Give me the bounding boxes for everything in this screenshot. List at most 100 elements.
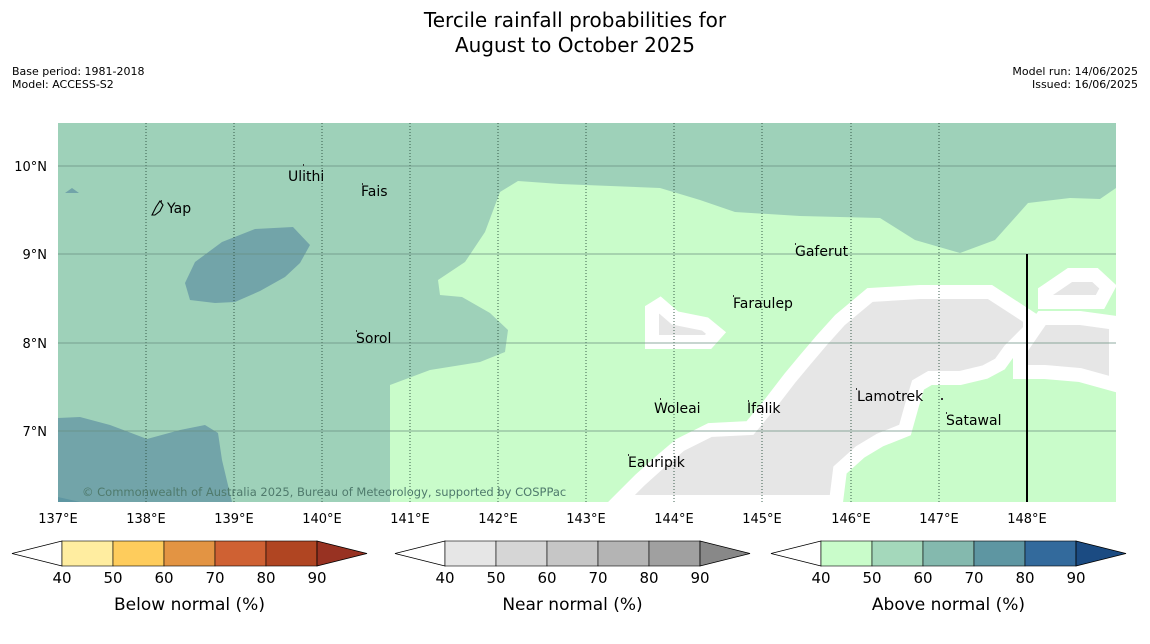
colorbar-segment: [597, 540, 650, 567]
colorbar-tick: 40: [435, 569, 454, 587]
lat-labels: 10°N 9°N 8°N 7°N: [14, 160, 47, 440]
colorbar-segment: [112, 540, 165, 567]
place-label: Faraulep: [733, 296, 793, 312]
colorbar-tick: 50: [862, 569, 881, 587]
colorbar-segment: [546, 540, 599, 567]
colorbar-segment: [871, 540, 924, 567]
colorbar-label: Near normal (%): [502, 595, 642, 615]
colorbar-tick: 60: [913, 569, 932, 587]
colorbar: 40 50 60 70 80 90 Near normal (%): [394, 540, 751, 615]
lon-label: 139°E: [214, 512, 254, 527]
lat-label: 8°N: [23, 337, 48, 352]
colorbar-extension-low: [394, 540, 446, 567]
place-label: Lamotrek: [857, 389, 924, 405]
place-dots: [161, 164, 947, 456]
colorbar-segment: [265, 540, 318, 567]
place-label: Yap: [166, 201, 191, 217]
meta-left: Base period: 1981-2018 Model: ACCESS-S2: [12, 65, 144, 91]
colorbar-tick: 60: [537, 569, 556, 587]
colorbar-segment: [922, 540, 975, 567]
lat-label: 10°N: [14, 160, 47, 175]
colorbar-extension-high: [699, 540, 751, 567]
place-label: Fais: [361, 184, 388, 200]
issued-date: Issued: 16/06/2025: [1031, 78, 1138, 91]
parallels: [58, 165, 1116, 432]
region-near-40-islet: [1038, 268, 1116, 309]
colorbar-segment: [648, 540, 701, 567]
lon-label: 145°E: [742, 512, 782, 527]
region-near-40-east: [1013, 311, 1116, 393]
region-above-70-south: [58, 417, 232, 502]
colorbar-tick: 50: [103, 569, 122, 587]
lon-label: 143°E: [566, 512, 606, 527]
lon-label: 140°E: [302, 512, 342, 527]
lon-label: 146°E: [831, 512, 871, 527]
colorbar-segment: [495, 540, 548, 567]
lat-label: 7°N: [23, 425, 48, 440]
lon-label: 141°E: [390, 512, 430, 527]
colorbar-tick: 70: [588, 569, 607, 587]
colorbar-tick: 40: [811, 569, 830, 587]
region-above-80-corner: [58, 497, 80, 502]
title-line-2: August to October 2025: [454, 33, 696, 57]
map-area: © Commonwealth of Australia 2025, Bureau…: [58, 123, 1116, 502]
colorbar-extension-high: [316, 540, 368, 567]
colorbar-segment: [444, 540, 497, 567]
place-label: Satawal: [946, 413, 1001, 429]
colorbar-tick: 90: [1066, 569, 1085, 587]
yap-island: [151, 200, 164, 216]
colorbars: 40 50 60 70 80 90 Below normal (%) 40 50 60 70 80 90…: [11, 540, 1127, 615]
colorbar-tick: 60: [154, 569, 173, 587]
colorbar-segment: [61, 540, 114, 567]
place-label: Gaferut: [795, 244, 849, 260]
meta-right: Model run: 14/06/2025 Issued: 16/06/2025: [1012, 65, 1138, 91]
lon-label: 138°E: [126, 512, 166, 527]
colorbar-segment: [1024, 540, 1077, 567]
place-label: Sorol: [356, 331, 391, 347]
lon-label: 144°E: [654, 512, 694, 527]
lon-labels: 137°E 138°E 139°E 140°E 141°E 142°E 143°…: [38, 512, 1047, 527]
base-period: Base period: 1981-2018: [12, 65, 145, 78]
region-above-70-islet: [65, 188, 79, 193]
colorbar-segment: [214, 540, 267, 567]
colorbar-tick: 80: [1015, 569, 1034, 587]
place-label: Ifalik: [747, 401, 781, 417]
colorbar: 40 50 60 70 80 90 Above normal (%): [770, 540, 1127, 615]
colorbar-tick: 90: [307, 569, 326, 587]
model-run: Model run: 14/06/2025: [1012, 65, 1138, 78]
lat-label: 9°N: [23, 248, 48, 263]
title-line-1: Tercile rainfall probabilities for: [423, 8, 727, 32]
colorbar: 40 50 60 70 80 90 Below normal (%): [11, 540, 368, 615]
colorbar-segment: [163, 540, 216, 567]
colorbar-tick: 80: [639, 569, 658, 587]
colorbar-segment: [973, 540, 1026, 567]
region-near-40-small: [645, 296, 727, 349]
colorbar-label: Below normal (%): [114, 595, 265, 615]
region-near-40: [608, 285, 1037, 502]
colorbar-label: Above normal (%): [872, 595, 1025, 615]
meridians: [145, 123, 940, 502]
lon-label: 142°E: [478, 512, 518, 527]
place-label: Eauripik: [628, 455, 686, 471]
lon-label: 147°E: [919, 512, 959, 527]
lon-label: 148°E: [1007, 512, 1047, 527]
colorbar-extension-high: [1075, 540, 1127, 567]
place-labels: Ulithi Fais Yap Gaferut Faraulep Sorol L…: [166, 169, 1001, 471]
colorbar-tick: 40: [52, 569, 71, 587]
colorbar-tick: 70: [964, 569, 983, 587]
copyright-text: © Commonwealth of Australia 2025, Bureau…: [82, 485, 566, 499]
colorbar-tick: 70: [205, 569, 224, 587]
chart-title: Tercile rainfall probabilities for Augus…: [0, 8, 1150, 58]
colorbar-segment: [820, 540, 873, 567]
colorbar-tick: 90: [690, 569, 709, 587]
place-label: Woleai: [654, 401, 701, 417]
place-label: Ulithi: [288, 169, 324, 185]
region-above-50: [390, 181, 1116, 502]
colorbar-tick: 50: [486, 569, 505, 587]
region-above-70-north: [185, 227, 310, 303]
lon-label: 137°E: [38, 512, 78, 527]
model-name: Model: ACCESS-S2: [12, 78, 114, 91]
colorbar-extension-low: [11, 540, 63, 567]
colorbar-extension-low: [770, 540, 822, 567]
